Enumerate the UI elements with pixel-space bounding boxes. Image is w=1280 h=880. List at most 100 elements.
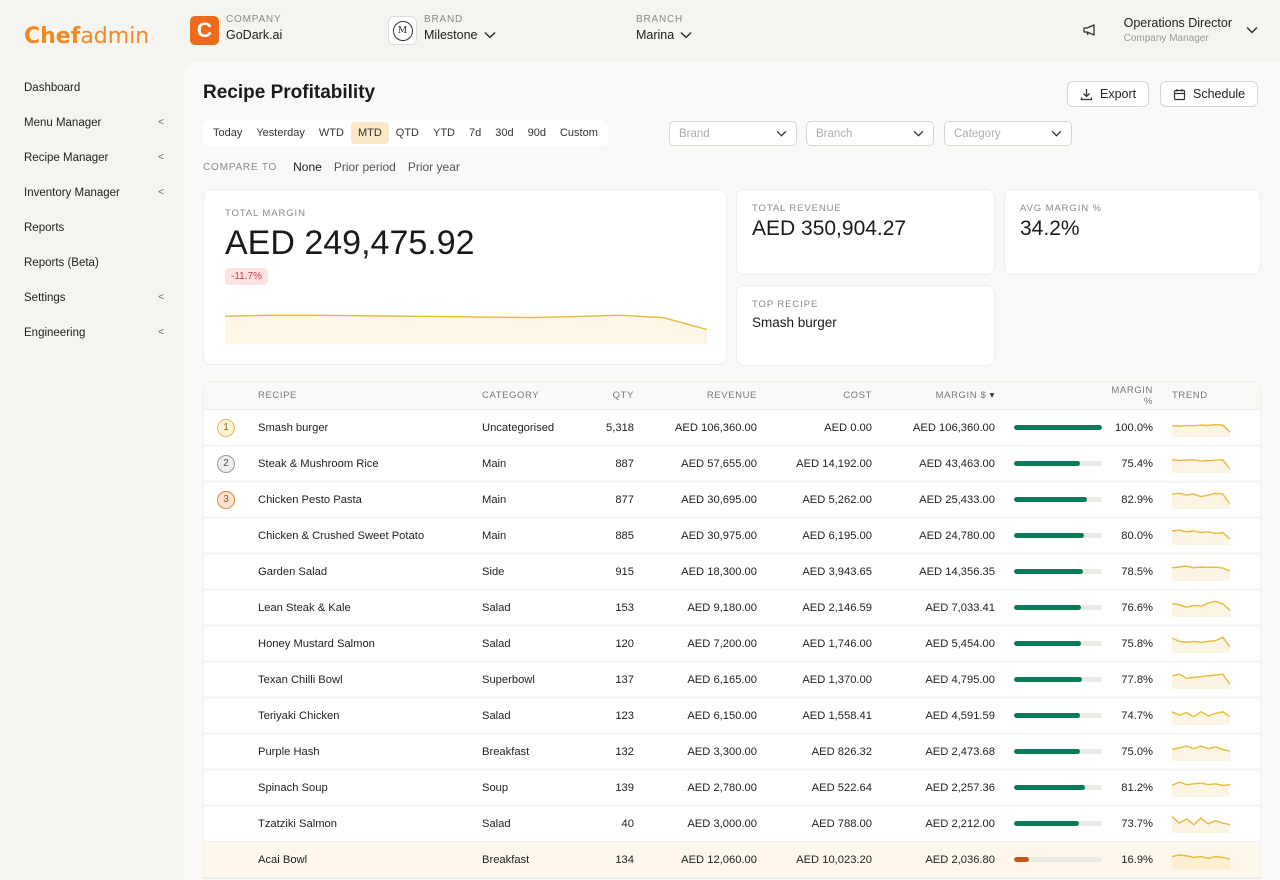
recipe-cost: AED 14,192.00	[796, 457, 872, 470]
trend-sparkline	[1171, 781, 1231, 797]
recipe-qty: 134	[615, 853, 634, 866]
chevron-left-icon: <	[158, 152, 164, 163]
brand-value: Milestone	[424, 28, 478, 42]
table-row[interactable]: 1 Smash burger Uncategorised 5,318 AED 106,3…	[204, 410, 1260, 446]
download-icon	[1080, 88, 1093, 100]
total-revenue-value: AED 350,904.27	[752, 217, 907, 240]
table-row[interactable]: Garden Salad Side 915 AED 18,300.00 AED 3,94…	[204, 554, 1260, 590]
branch-value: Marina	[636, 28, 675, 42]
table-row[interactable]: Tzatziki Salmon Salad 40 AED 3,000.00 AED 78…	[204, 806, 1260, 842]
recipe-revenue: AED 6,150.00	[687, 709, 757, 722]
header-cost[interactable]: COST	[843, 390, 872, 401]
user-role: Company Manager	[1123, 33, 1209, 44]
recipe-revenue: AED 3,300.00	[687, 745, 757, 758]
sidebar-item-engineering[interactable]: Engineering <	[0, 315, 184, 350]
recipe-margin-pct: 74.7%	[1121, 709, 1153, 722]
sparkline-area	[1172, 674, 1230, 689]
period-custom[interactable]: Custom	[559, 127, 598, 139]
period-90d[interactable]: 90d	[527, 127, 546, 139]
recipe-margin-pct: 78.5%	[1121, 565, 1153, 578]
margin-bar-fill	[1014, 497, 1087, 502]
trend-sparkline	[1171, 673, 1231, 689]
megaphone-icon[interactable]	[1082, 22, 1098, 38]
recipe-name: Chicken & Crushed Sweet Potato	[258, 529, 425, 542]
period-7d[interactable]: 7d	[469, 127, 482, 139]
margin-bar	[1014, 785, 1102, 790]
header-margin[interactable]: MARGIN $ ▾	[872, 390, 995, 401]
recipe-margin-pct: 81.2%	[1121, 781, 1153, 794]
sidebar-item-label: Reports (Beta)	[24, 256, 99, 269]
table-row[interactable]: Texan Chilli Bowl Superbowl 137 AED 6,165.0…	[204, 662, 1260, 698]
total-margin-sparkline	[225, 314, 707, 344]
compare-label: COMPARE TO	[203, 161, 278, 173]
header-revenue[interactable]: REVENUE	[706, 390, 757, 401]
chevron-down-icon	[1051, 130, 1062, 137]
header-category[interactable]: CATEGORY	[482, 390, 540, 401]
brand-selector[interactable]: BRAND Milestone	[424, 14, 496, 42]
rank-badge: 3	[217, 490, 235, 509]
brand-filter[interactable]: Brand	[669, 121, 797, 146]
recipe-margin-pct: 75.4%	[1121, 457, 1153, 470]
sparkline-area	[225, 315, 707, 344]
sidebar-item-dashboard[interactable]: Dashboard	[0, 70, 184, 105]
header-margin-pct[interactable]: MARGIN %	[1111, 384, 1153, 407]
chevron-left-icon: <	[158, 187, 164, 198]
period-mtd[interactable]: MTD	[350, 122, 389, 144]
table-row[interactable]: Purple Hash Breakfast 132 AED 3,300.00 AED 8…	[204, 734, 1260, 770]
period-today[interactable]: Today	[213, 127, 243, 139]
recipe-cost: AED 5,262.00	[802, 493, 872, 506]
table-row[interactable]: Honey Mustard Salmon Salad 120 AED 7,200.00…	[204, 626, 1260, 662]
branch-label: BRANCH	[636, 14, 684, 25]
recipe-margin: AED 2,212.00	[925, 817, 995, 830]
header-recipe[interactable]: RECIPE	[258, 390, 297, 401]
table-row[interactable]: 2 Steak & Mushroom Rice Main 887 AED 57,655.…	[204, 446, 1260, 482]
recipe-category: Breakfast	[482, 745, 530, 758]
table-header: RECIPE CATEGORY QTY REVENUE COST MARGIN …	[204, 382, 1260, 410]
recipe-margin: AED 7,033.41	[925, 601, 995, 614]
table-row[interactable]: Spinach Soup Soup 139 AED 2,780.00 AED 522.6…	[204, 770, 1260, 806]
main-content: Recipe Profitability Export Schedule Tod…	[184, 62, 1280, 880]
chevron-down-icon[interactable]	[1246, 26, 1258, 34]
trend-sparkline	[1171, 492, 1231, 509]
period-ytd[interactable]: YTD	[433, 127, 455, 139]
category-filter[interactable]: Category	[944, 121, 1072, 146]
recipe-category: Superbowl	[482, 673, 535, 686]
schedule-button[interactable]: Schedule	[1160, 81, 1259, 107]
sidebar-item-settings[interactable]: Settings <	[0, 280, 184, 315]
sidebar-item-menu-manager[interactable]: Menu Manager <	[0, 105, 184, 140]
company-label: COMPANY	[226, 14, 282, 25]
sidebar-item-reports-beta[interactable]: Reports (Beta)	[0, 245, 184, 280]
compare-none[interactable]: None	[293, 160, 322, 174]
margin-bar	[1014, 677, 1102, 682]
sidebar-item-reports[interactable]: Reports	[0, 210, 184, 245]
period-30d[interactable]: 30d	[495, 127, 514, 139]
branch-filter[interactable]: Branch	[806, 121, 934, 146]
branch-selector[interactable]: BRANCH Marina	[636, 14, 692, 42]
compare-prior-year[interactable]: Prior year	[407, 160, 460, 174]
recipe-name: Texan Chilli Bowl	[258, 673, 343, 686]
period-qtd[interactable]: QTD	[395, 127, 419, 139]
sparkline-line	[225, 314, 707, 331]
period-wtd[interactable]: WTD	[318, 127, 344, 139]
sidebar-item-recipe-manager[interactable]: Recipe Manager <	[0, 140, 184, 175]
table-row[interactable]: Teriyaki Chicken Salad 123 AED 6,150.00 AED …	[204, 698, 1260, 734]
trend-sparkline	[1171, 636, 1231, 653]
table-row[interactable]: Acai Bowl Breakfast 134 AED 12,060.00 AED 10…	[204, 842, 1260, 878]
sidebar-item-label: Settings	[24, 291, 66, 304]
header-qty[interactable]: QTY	[612, 390, 634, 401]
table-row[interactable]: Lean Steak & Kale Salad 153 AED 9,180.00 AED…	[204, 590, 1260, 626]
schedule-label: Schedule	[1193, 87, 1246, 101]
table-row[interactable]: Chicken & Crushed Sweet Potato Main 885 AED…	[204, 518, 1260, 554]
sparkline-line	[1171, 673, 1231, 685]
table-row[interactable]: 3 Chicken Pesto Pasta Main 877 AED 30,695.00…	[204, 482, 1260, 518]
recipe-revenue: AED 6,165.00	[687, 673, 757, 686]
period-yesterday[interactable]: Yesterday	[256, 127, 305, 139]
export-button[interactable]: Export	[1067, 81, 1150, 107]
recipe-revenue: AED 2,780.00	[687, 781, 757, 794]
sidebar-item-inventory-manager[interactable]: Inventory Manager <	[0, 175, 184, 210]
user-menu[interactable]: Operations Director Company Manager	[1082, 16, 1258, 44]
margin-bar-fill	[1014, 677, 1083, 682]
compare-to: COMPARE TO None Prior period Prior year	[203, 157, 464, 177]
sidebar: Dashboard Menu Manager < Recipe Manager < Inv…	[0, 70, 184, 350]
compare-prior-period[interactable]: Prior period	[333, 160, 396, 174]
